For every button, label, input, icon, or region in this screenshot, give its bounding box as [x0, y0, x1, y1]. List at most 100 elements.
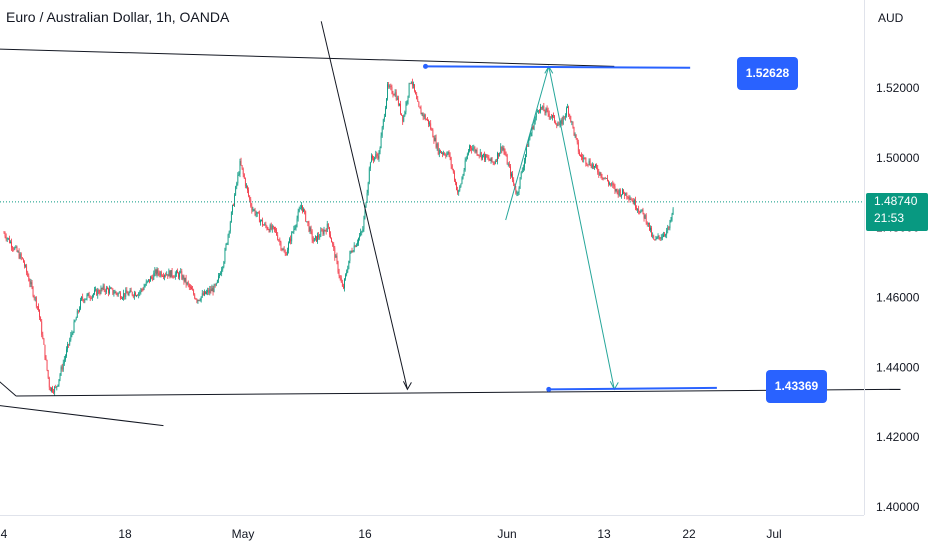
countdown-timer: 21:53 — [874, 211, 905, 225]
candle-body — [445, 155, 447, 157]
candle-body — [519, 177, 521, 188]
candle-body — [307, 221, 309, 224]
candle-body — [419, 106, 421, 109]
candle-body — [216, 280, 218, 284]
candle-body — [89, 297, 91, 299]
candle-body — [44, 344, 46, 359]
candle-body — [186, 282, 188, 285]
candle-body — [181, 271, 183, 279]
candle-body — [602, 177, 604, 179]
candle-body — [472, 148, 474, 151]
candle-body — [610, 183, 612, 185]
candle-body — [151, 276, 153, 278]
candle-body — [165, 275, 167, 276]
candle-body — [55, 387, 57, 388]
time-tick-label: 18 — [118, 527, 132, 541]
candle-body — [623, 189, 624, 194]
candle-body — [152, 277, 154, 280]
candle-body — [435, 137, 437, 148]
candle-body — [168, 270, 170, 277]
time-axis[interactable]: 4 18 May 16 Jun 13 22 Jul — [1, 527, 782, 541]
candle-body — [225, 244, 227, 250]
candle-body — [123, 293, 125, 298]
candle-body — [93, 293, 94, 296]
candle-body — [176, 270, 177, 274]
price-tick-label: 1.52000 — [876, 81, 920, 95]
candle-body — [549, 116, 551, 118]
candle-body — [491, 157, 493, 162]
candle-body — [561, 120, 563, 124]
candle-body — [351, 250, 353, 252]
price-axis[interactable]: 1.520001.500001.480001.460001.440001.420… — [876, 81, 920, 514]
candle-body — [671, 214, 673, 220]
candle-body — [279, 240, 281, 243]
candle-body — [636, 207, 637, 210]
candle-body — [333, 244, 335, 248]
lower-target-price-label: 1.43369 — [766, 370, 827, 403]
candle-body — [334, 247, 336, 258]
candle-body — [541, 106, 543, 109]
candle-body — [594, 166, 595, 168]
candle-body — [363, 217, 365, 230]
price-tick-label: 1.42000 — [876, 430, 920, 444]
candle-body — [61, 367, 63, 370]
candle-body — [595, 164, 596, 167]
candle-body — [372, 155, 373, 159]
candle-body — [520, 172, 522, 178]
candle-body — [378, 152, 380, 159]
candle-body — [237, 174, 239, 184]
candle-body — [211, 288, 213, 292]
candle-body — [415, 90, 417, 95]
candle-body — [51, 387, 52, 392]
candle-body — [534, 117, 536, 122]
candle-body — [615, 188, 617, 192]
candle-body — [455, 180, 456, 183]
candle-body — [202, 293, 204, 296]
candle-body — [291, 232, 293, 242]
candle-body — [45, 358, 47, 360]
candle-body — [141, 289, 143, 290]
candle-body — [530, 133, 532, 137]
candle-body — [143, 286, 145, 290]
candle-body — [238, 173, 240, 175]
candle-body — [665, 234, 666, 236]
candle-body — [297, 211, 299, 219]
candle-body — [167, 274, 169, 277]
candle-body — [622, 189, 623, 195]
candle-body — [418, 101, 420, 107]
candle-body — [47, 370, 49, 378]
candle-body — [254, 209, 256, 215]
candle-body — [518, 187, 520, 193]
candle-body — [3, 232, 5, 234]
candle-body — [458, 190, 460, 193]
candle-body — [10, 241, 11, 243]
candle-body — [450, 157, 452, 166]
candle-body — [392, 93, 394, 95]
candle-body — [156, 269, 158, 275]
candle-body — [489, 159, 491, 161]
candle-body — [72, 332, 74, 334]
candle-body — [323, 229, 325, 235]
candle-body — [310, 227, 312, 232]
candle-body — [660, 237, 662, 239]
candle-body — [30, 282, 32, 285]
candle-body — [616, 188, 618, 192]
candle-body — [233, 204, 234, 206]
candle-body — [54, 387, 56, 393]
candle-body — [242, 168, 244, 175]
candle-body — [49, 387, 51, 392]
candle-body — [496, 161, 497, 162]
candle-body — [65, 355, 66, 360]
price-tick-label: 1.44000 — [876, 360, 920, 374]
candle-body — [118, 292, 120, 294]
candle-body — [484, 153, 485, 160]
candle-body — [611, 183, 613, 185]
candle-body — [346, 272, 348, 275]
candle-body — [27, 272, 29, 277]
candle-body — [525, 154, 526, 161]
candle-body — [605, 178, 607, 179]
candle-body — [252, 209, 254, 211]
candle-body — [576, 138, 578, 143]
candle-body — [469, 145, 470, 151]
